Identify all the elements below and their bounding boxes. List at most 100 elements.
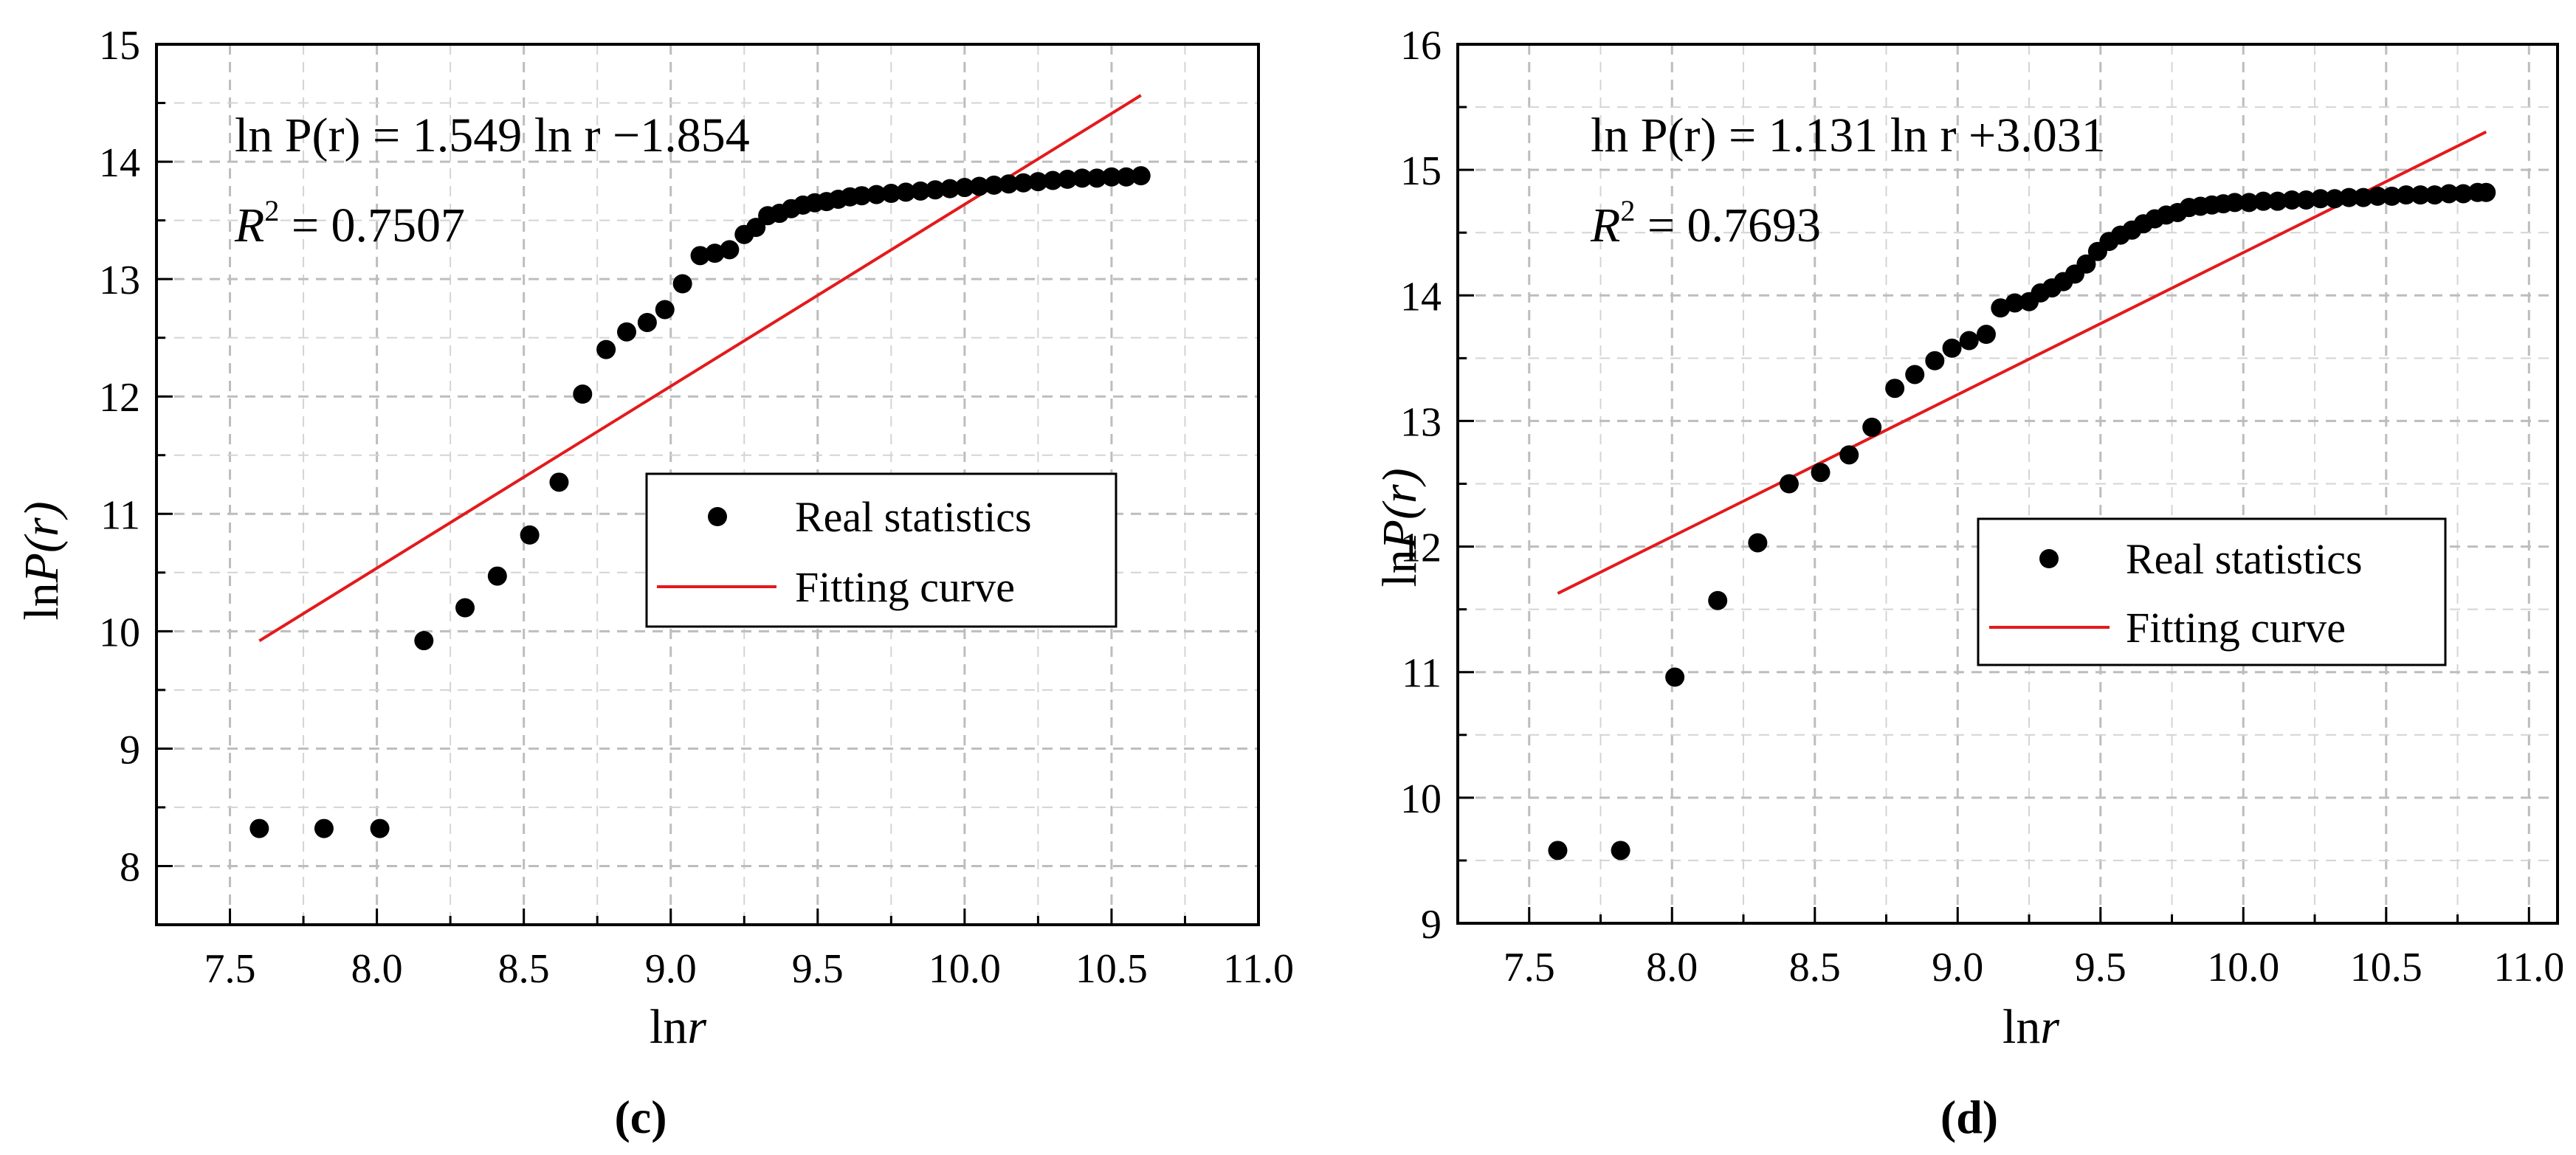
y-tick-label: 14 [99,140,140,186]
data-point [1839,445,1859,465]
data-point [2368,186,2388,206]
data-point [370,818,390,838]
data-point [2225,193,2245,213]
data-point [1708,590,1728,610]
chart-d-legend: Real statistics Fitting curve [1977,517,2447,666]
data-point [1116,167,1136,187]
chart-d-eq-op: + [1969,108,1996,162]
y-tick-label: 13 [99,258,140,303]
x-tick-label: 11.0 [2493,945,2564,990]
data-point [2325,189,2345,209]
chart-panel-d: 7.5 8.0 8.5 9.0 9.5 10.0 10.5 11.0 9 10 11 12 13 14 1… [1373,23,2564,1143]
chart-d-data-points [1548,182,2496,861]
data-point [1885,379,1905,399]
data-point [2296,190,2316,210]
chart-c-x-tick-labels: 7.5 8.0 8.5 9.0 9.5 10.0 10.5 11.0 [204,946,1294,992]
chart-d-x-tick-labels: 7.5 8.0 8.5 9.0 9.5 10.0 10.5 11.0 [1504,945,2565,990]
chart-d-y-axis-title-var: P(r) [1373,468,1427,550]
chart-c-y-axis-title: lnP(r) [15,501,69,620]
data-point [1779,474,1799,494]
chart-d-r2-sup: 2 [1620,194,1635,227]
data-point [940,179,960,199]
data-point [2411,185,2431,205]
chart-c-legend: Real statistics Fitting curve [645,472,1117,628]
data-point [969,176,989,196]
chart-c-x-axis-title-main: ln [650,1000,687,1054]
chart-d-fitting-curve [1557,130,2487,595]
data-point [1087,168,1107,188]
data-point [2076,254,2096,274]
data-point [1959,331,1979,351]
chart-d-ticks [1458,43,2530,925]
chart-c-y-tick-labels: 8 9 10 11 12 13 14 15 [99,23,140,890]
chart-panel-c: 7.5 8.0 8.5 9.0 9.5 10.0 10.5 11.0 8 9 10 11 12 13 14… [15,23,1294,1143]
data-point [2396,185,2416,205]
data-point [314,818,334,838]
y-tick-label: 11 [100,492,140,538]
data-point [1748,533,1768,553]
chart-c-eq-intercept: 1.854 [640,108,750,162]
chart-d-legend-scatter-marker [2039,549,2059,568]
chart-c-x-axis-title: lnr [650,1000,706,1054]
data-point [867,185,886,204]
data-point [2253,191,2273,211]
data-point [2476,182,2496,202]
x-tick-label: 8.5 [498,946,550,992]
chart-c-data-points [249,166,1151,838]
y-tick-label: 8 [120,844,140,890]
chart-c-legend-box [645,472,1117,628]
x-tick-label: 9.5 [792,946,844,992]
data-point [1072,168,1092,188]
data-point [1131,166,1151,186]
chart-c-x-axis-title-var: r [687,1000,706,1054]
data-point [672,274,692,294]
chart-d-legend-box [1977,517,2447,666]
data-point [1013,173,1033,193]
chart-c-y-axis-title-main: ln [15,582,69,620]
data-point [1058,169,1078,189]
data-point [705,244,725,263]
data-point [926,180,946,200]
x-tick-label: 8.0 [351,946,403,992]
x-tick-label: 9.0 [1932,945,1983,990]
data-point [549,472,569,492]
data-point [2310,189,2330,209]
x-tick-label: 10.5 [2350,945,2422,990]
data-point [1043,170,1063,190]
x-tick-label: 9.5 [2075,945,2126,990]
chart-d-y-axis-title-main: ln [1373,549,1427,587]
chart-c-r2-label: R [234,199,264,252]
data-point [520,525,540,545]
data-point [690,246,710,266]
chart-d-y-axis-title: lnP(r) [1373,468,1427,587]
y-tick-label: 14 [1400,274,1442,320]
y-tick-label: 10 [1400,776,1442,822]
y-tick-label: 10 [99,610,140,655]
data-point [487,566,507,586]
chart-c-legend-scatter-label: Real statistics [795,493,1032,541]
data-point [2382,186,2402,206]
chart-d-panel-label: (d) [1940,1091,1998,1143]
data-point [1665,667,1685,687]
chart-c-r2-sup: 2 [264,194,279,227]
data-point [2353,187,2373,207]
data-point [655,300,675,320]
x-tick-label: 11.0 [1223,946,1294,992]
data-point [2239,193,2259,213]
chart-d-legend-line-label: Fitting curve [2126,604,2346,652]
x-tick-label: 10.0 [929,946,1001,992]
chart-d-r2-value: = 0.7693 [1635,199,1821,252]
data-point [637,312,657,332]
y-tick-label: 9 [120,727,140,773]
data-point [954,178,974,198]
y-tick-label: 11 [1402,651,1442,697]
chart-d-eq-intercept: 3.031 [1996,108,2106,162]
chart-d-r2-label: R [1590,199,1620,252]
data-point [999,174,1019,194]
data-point [596,339,616,359]
data-point [455,598,475,618]
chart-c-equation: ln P(r) = 1.549 ln r −1.854 [235,108,750,162]
chart-c-eq-coef: 1.549 [413,108,523,162]
y-tick-label: 13 [1400,399,1442,445]
